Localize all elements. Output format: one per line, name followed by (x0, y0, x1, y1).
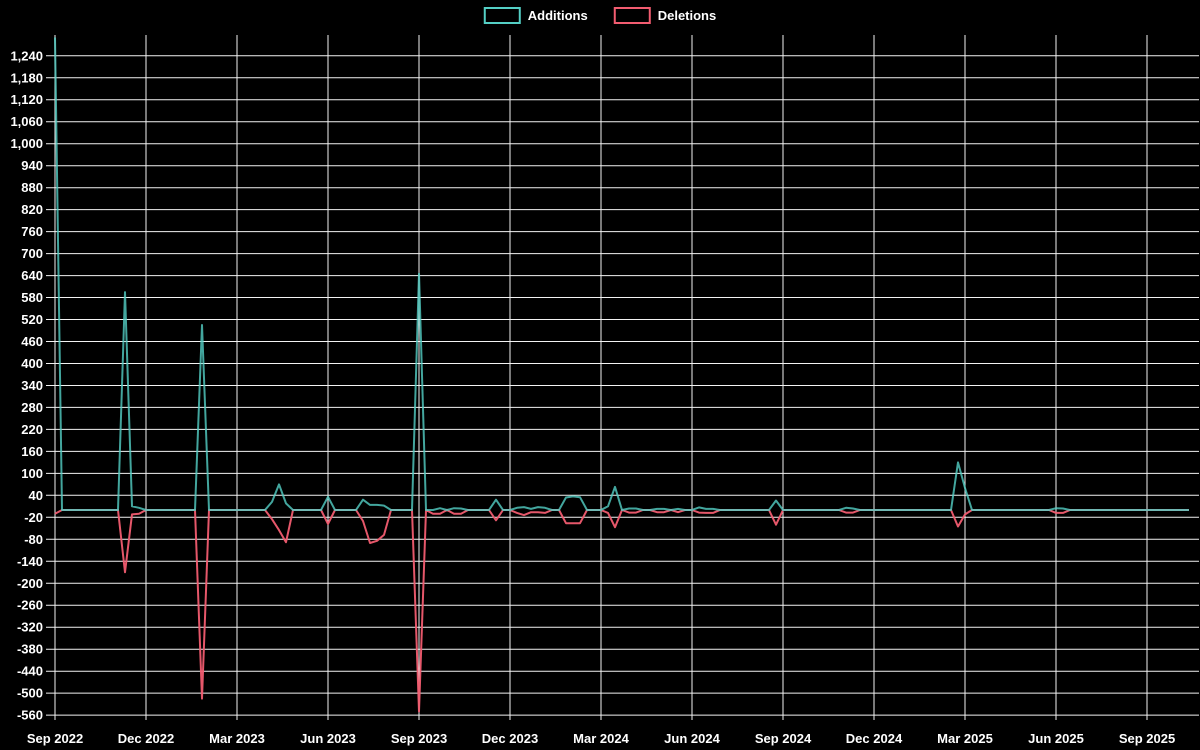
svg-text:-140: -140 (17, 554, 43, 569)
svg-text:40: 40 (29, 488, 43, 503)
svg-text:Sep 2023: Sep 2023 (391, 731, 447, 746)
svg-text:280: 280 (21, 400, 43, 415)
svg-text:Mar 2025: Mar 2025 (937, 731, 993, 746)
x-axis-labels: Sep 2022 Dec 2022 Mar 2023 Jun 2023 Sep 2023… (27, 731, 1175, 746)
svg-text:640: 640 (21, 268, 43, 283)
additions-line (54, 37, 1189, 511)
svg-text:460: 460 (21, 334, 43, 349)
svg-text:Mar 2024: Mar 2024 (573, 731, 629, 746)
svg-text:Jun 2025: Jun 2025 (1028, 731, 1084, 746)
legend-additions-label: Additions (527, 8, 588, 23)
svg-text:Jun 2024: Jun 2024 (664, 731, 720, 746)
svg-text:820: 820 (21, 202, 43, 217)
svg-text:-440: -440 (17, 664, 43, 679)
svg-text:760: 760 (21, 224, 43, 239)
svg-text:160: 160 (21, 444, 43, 459)
svg-text:220: 220 (21, 422, 43, 437)
svg-text:-20: -20 (24, 510, 43, 525)
legend-deletions-label: Deletions (657, 8, 717, 23)
svg-text:Sep 2025: Sep 2025 (1119, 731, 1175, 746)
svg-text:Mar 2023: Mar 2023 (209, 731, 265, 746)
svg-text:-80: -80 (24, 532, 43, 547)
svg-text:Jun 2023: Jun 2023 (300, 731, 356, 746)
svg-text:1,240: 1,240 (10, 48, 43, 63)
svg-text:400: 400 (21, 356, 43, 371)
svg-text:-200: -200 (17, 576, 43, 591)
svg-text:1,000: 1,000 (10, 136, 43, 151)
svg-text:100: 100 (21, 466, 43, 481)
y-axis-labels: 1,240 1,180 1,120 1,060 1,000 940 880 820 760 700… (10, 48, 43, 722)
svg-text:-380: -380 (17, 642, 43, 657)
horizontal-gridlines (46, 55, 1199, 716)
legend-item-deletions[interactable]: Deletions (613, 7, 717, 24)
additions-swatch-icon (483, 7, 521, 24)
deletions-swatch-icon (613, 7, 651, 24)
svg-text:940: 940 (21, 158, 43, 173)
chart-legend: Additions Deletions (483, 7, 717, 24)
deletions-line (54, 509, 1189, 713)
legend-item-additions[interactable]: Additions (483, 7, 588, 24)
vertical-gridlines (54, 35, 1148, 720)
svg-text:Dec 2024: Dec 2024 (846, 731, 903, 746)
svg-text:340: 340 (21, 378, 43, 393)
svg-text:1,120: 1,120 (10, 92, 43, 107)
svg-text:1,060: 1,060 (10, 114, 43, 129)
svg-text:580: 580 (21, 290, 43, 305)
svg-text:880: 880 (21, 180, 43, 195)
svg-text:1,180: 1,180 (10, 70, 43, 85)
svg-text:Sep 2024: Sep 2024 (755, 731, 812, 746)
svg-text:-560: -560 (17, 708, 43, 723)
svg-text:700: 700 (21, 246, 43, 261)
svg-text:Dec 2022: Dec 2022 (118, 731, 174, 746)
svg-text:-320: -320 (17, 620, 43, 635)
svg-text:Dec 2023: Dec 2023 (482, 731, 538, 746)
svg-text:Sep 2022: Sep 2022 (27, 731, 83, 746)
svg-text:-500: -500 (17, 686, 43, 701)
svg-text:-260: -260 (17, 598, 43, 613)
svg-text:520: 520 (21, 312, 43, 327)
